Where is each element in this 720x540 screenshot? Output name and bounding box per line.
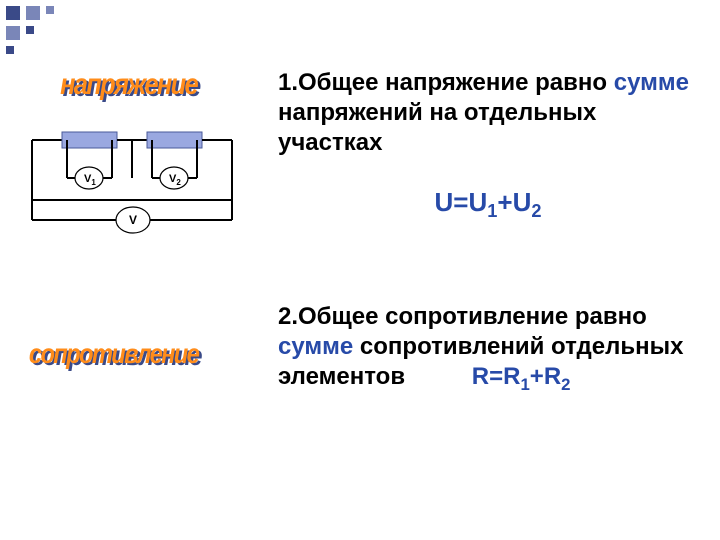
circuit-diagram: V1 V2 V <box>22 120 242 260</box>
rule-2-lead: 2.Общее сопротивление равно <box>278 303 647 330</box>
decor-square <box>26 26 34 34</box>
decor-square <box>6 26 20 40</box>
resistor-2 <box>147 132 202 148</box>
resistor-1 <box>62 132 117 148</box>
wordart-resistance: сопротивление сопротивление <box>29 338 198 370</box>
rule-2-accent: сумме <box>278 333 353 360</box>
rule-1-lead: 1.Общее напряжение равно <box>278 69 614 96</box>
formula-voltage: U=U1+U2 <box>278 186 698 223</box>
decor-square <box>46 6 54 14</box>
voltmeter-total-label: V <box>129 213 137 227</box>
wordart-resistance-front: сопротивление <box>29 338 198 369</box>
decor-square <box>6 46 14 54</box>
decor-square <box>6 6 20 20</box>
rule-1-trail: напряжений на отдельных участках <box>278 99 596 156</box>
rule-2-text: 2.Общее сопротивление равно сумме сопрот… <box>278 302 698 396</box>
formula-resistance: R=R1+R2 <box>472 363 571 390</box>
wordart-voltage: напряжение напряжение <box>60 68 197 102</box>
rule-1-text: 1.Общее напряжение равно сумме напряжени… <box>278 68 698 158</box>
wordart-voltage-front: напряжение <box>60 68 197 101</box>
decor-square <box>26 6 40 20</box>
rule-1-accent: сумме <box>614 69 689 96</box>
